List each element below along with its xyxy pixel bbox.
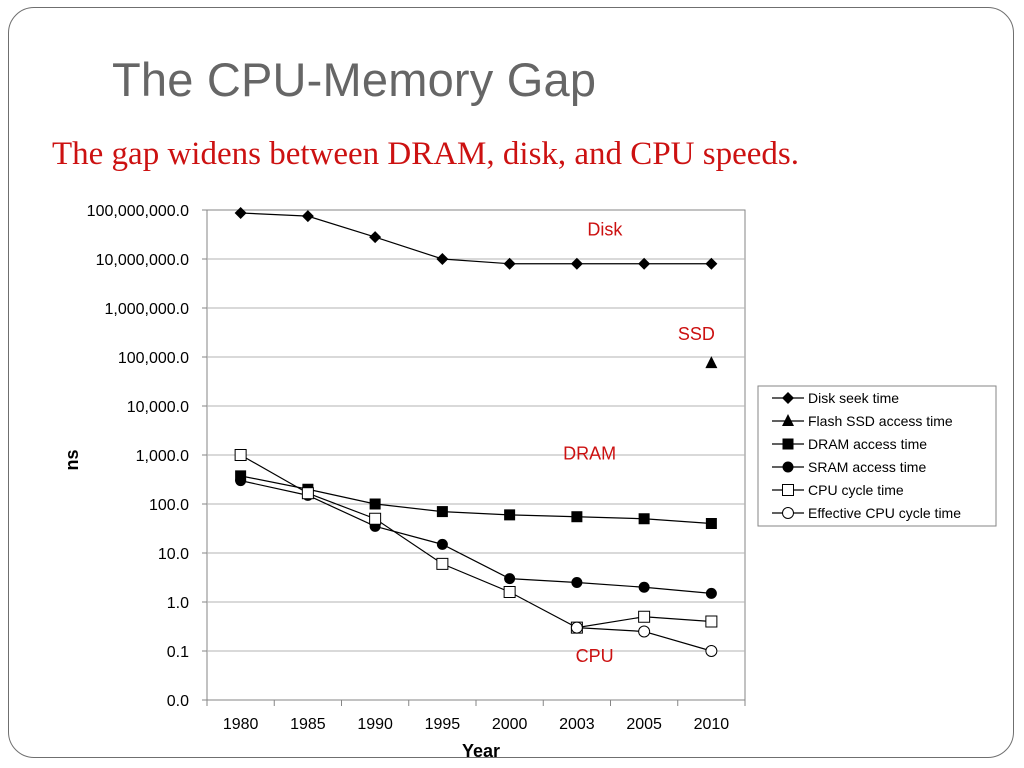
data-point-sram-access-time xyxy=(235,475,247,487)
data-point-disk-seek-time xyxy=(436,253,449,265)
data-point-flash-ssd-access-time xyxy=(705,356,718,369)
slide-subtitle: The gap widens between DRAM, disk, and C… xyxy=(52,136,799,172)
x-tick-label: 2010 xyxy=(694,716,730,733)
data-point-effective-cpu-cycle-time xyxy=(638,625,651,638)
x-tick-label: 2003 xyxy=(559,716,595,733)
data-point-dram-access-time xyxy=(369,498,381,510)
legend-label-flash-ssd-access-time: Flash SSD access time xyxy=(808,413,953,429)
data-point-sram-access-time xyxy=(436,538,448,550)
data-point-disk-seek-time xyxy=(234,206,247,219)
x-tick-label: 1985 xyxy=(290,716,326,733)
series-line-sram-access-time xyxy=(240,480,712,594)
legend-marker-cpu-cycle-time xyxy=(782,484,794,496)
data-point-cpu-cycle-time xyxy=(638,610,651,623)
legend-box xyxy=(757,385,997,527)
legend-label-disk-seek-time: Disk seek time xyxy=(808,390,899,406)
annotation-dram: DRAM xyxy=(563,444,616,464)
x-tick-label: 1980 xyxy=(223,716,259,733)
legend-label-sram-access-time: SRAM access time xyxy=(808,459,926,475)
y-tick-label: 0.0 xyxy=(167,693,189,710)
y-tick-label: 100,000,000.0 xyxy=(87,203,189,220)
legend-label-effective-cpu-cycle-time: Effective CPU cycle time xyxy=(808,505,961,521)
data-point-sram-access-time xyxy=(504,573,516,585)
data-point-disk-seek-time xyxy=(570,257,583,270)
data-point-dram-access-time xyxy=(504,509,516,521)
series-line-dram-access-time xyxy=(240,475,712,525)
series-line-cpu-cycle-time xyxy=(240,454,712,629)
data-point-cpu-cycle-time xyxy=(436,557,449,570)
annotation-cpu: CPU xyxy=(576,646,614,666)
y-tick-label: 10.0 xyxy=(158,546,189,563)
data-point-disk-seek-time xyxy=(503,257,516,270)
legend-marker-dram-access-time xyxy=(782,438,794,450)
y-tick-label: 10,000.0 xyxy=(127,399,189,416)
y-tick-label: 10,000,000.0 xyxy=(96,252,190,269)
y-tick-label: 0.1 xyxy=(167,644,189,661)
y-axis-title: ns xyxy=(62,449,82,470)
legend-marker-disk-seek-time xyxy=(782,392,794,404)
data-point-dram-access-time xyxy=(436,506,448,518)
data-point-cpu-cycle-time xyxy=(234,449,247,461)
data-point-cpu-cycle-time xyxy=(369,512,382,525)
annotation-ssd: SSD xyxy=(678,324,715,344)
x-tick-label: 2000 xyxy=(492,716,528,733)
data-point-cpu-cycle-time xyxy=(705,615,718,628)
legend-marker-effective-cpu-cycle-time xyxy=(782,507,794,519)
data-point-disk-seek-time xyxy=(301,210,314,223)
data-point-disk-seek-time xyxy=(638,257,651,270)
data-point-disk-seek-time xyxy=(369,231,382,244)
y-tick-label: 100,000.0 xyxy=(118,350,189,367)
y-tick-label: 1.0 xyxy=(167,595,189,612)
data-point-dram-access-time xyxy=(638,513,650,525)
y-tick-label: 1,000.0 xyxy=(136,448,189,465)
data-point-cpu-cycle-time xyxy=(503,585,516,598)
x-tick-label: 1990 xyxy=(357,716,393,733)
legend-marker-flash-ssd-access-time xyxy=(782,414,794,426)
series-line-disk-seek-time xyxy=(240,212,712,265)
legend-label-dram-access-time: DRAM access time xyxy=(808,436,927,452)
slide-title: The CPU-Memory Gap xyxy=(112,53,597,106)
annotation-disk: Disk xyxy=(587,220,623,240)
y-tick-label: 100.0 xyxy=(149,497,189,514)
data-point-dram-access-time xyxy=(705,517,717,529)
legend-marker-sram-access-time xyxy=(782,461,794,473)
data-point-effective-cpu-cycle-time xyxy=(570,621,583,634)
data-point-dram-access-time xyxy=(571,511,583,523)
x-axis-title: Year xyxy=(462,741,500,761)
data-point-cpu-cycle-time xyxy=(301,487,314,500)
data-point-sram-access-time xyxy=(638,581,650,593)
data-point-effective-cpu-cycle-time xyxy=(705,645,718,657)
data-point-disk-seek-time xyxy=(705,257,718,270)
data-point-sram-access-time xyxy=(571,577,583,589)
x-tick-label: 2005 xyxy=(626,716,662,733)
x-tick-label: 1995 xyxy=(425,716,461,733)
legend-label-cpu-cycle-time: CPU cycle time xyxy=(808,482,904,498)
data-point-sram-access-time xyxy=(705,587,717,599)
y-tick-label: 1,000,000.0 xyxy=(104,301,189,318)
